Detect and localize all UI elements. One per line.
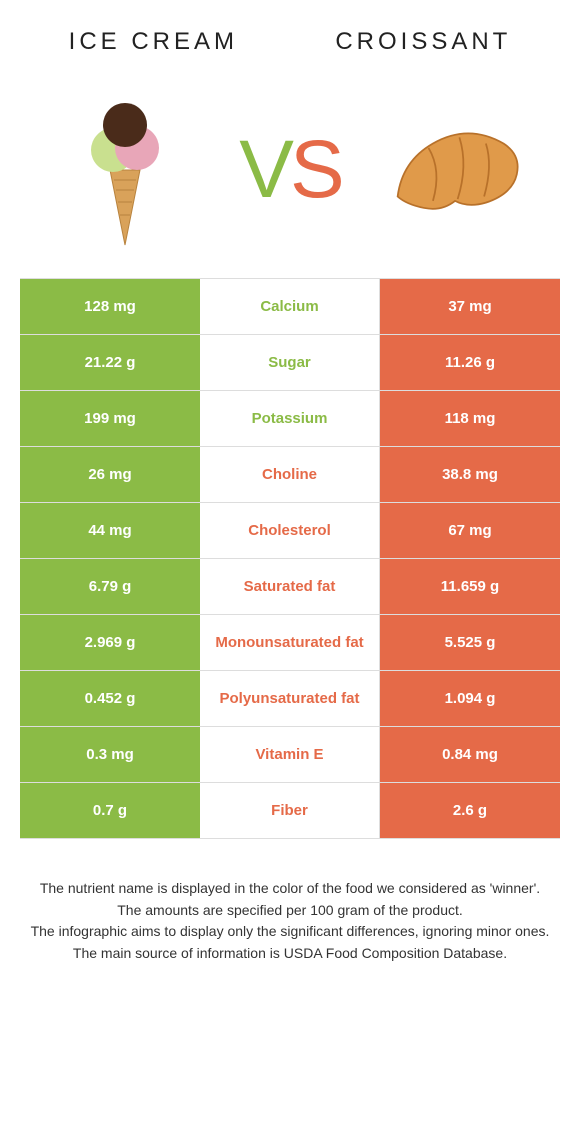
value-left: 2.969 g [20, 615, 200, 670]
vs-v: V [239, 124, 290, 215]
value-right: 37 mg [380, 279, 560, 334]
value-right: 11.26 g [380, 335, 560, 390]
vs-s: S [290, 124, 341, 215]
nutrient-label: Saturated fat [200, 559, 380, 614]
value-left: 128 mg [20, 279, 200, 334]
value-right: 11.659 g [380, 559, 560, 614]
footnote-line: The infographic aims to display only the… [30, 922, 550, 942]
value-left: 26 mg [20, 447, 200, 502]
footnote-line: The main source of information is USDA F… [30, 944, 550, 964]
vs-label: VS [239, 123, 340, 217]
value-right: 118 mg [380, 391, 560, 446]
croissant-icon [380, 90, 530, 250]
value-left: 6.79 g [20, 559, 200, 614]
value-left: 44 mg [20, 503, 200, 558]
footnote-line: The amounts are specified per 100 gram o… [30, 901, 550, 921]
value-left: 21.22 g [20, 335, 200, 390]
nutrient-row: 199 mgPotassium118 mg [20, 391, 560, 447]
value-right: 38.8 mg [380, 447, 560, 502]
value-left: 0.7 g [20, 783, 200, 838]
nutrient-row: 26 mgCholine38.8 mg [20, 447, 560, 503]
nutrient-row: 2.969 gMonounsaturated fat5.525 g [20, 615, 560, 671]
value-right: 0.84 mg [380, 727, 560, 782]
nutrient-row: 128 mgCalcium37 mg [20, 279, 560, 335]
nutrient-label: Cholesterol [200, 503, 380, 558]
nutrient-row: 44 mgCholesterol67 mg [20, 503, 560, 559]
value-right: 1.094 g [380, 671, 560, 726]
value-left: 199 mg [20, 391, 200, 446]
icecream-icon [50, 90, 200, 250]
nutrient-label: Monounsaturated fat [200, 615, 380, 670]
nutrient-row: 21.22 gSugar11.26 g [20, 335, 560, 391]
hero-row: VS [0, 70, 580, 278]
nutrient-row: 0.7 gFiber2.6 g [20, 783, 560, 839]
nutrient-row: 0.452 gPolyunsaturated fat1.094 g [20, 671, 560, 727]
value-right: 67 mg [380, 503, 560, 558]
title-left: Ice cream [69, 28, 238, 56]
footnote-line: The nutrient name is displayed in the co… [30, 879, 550, 899]
value-right: 5.525 g [380, 615, 560, 670]
value-left: 0.452 g [20, 671, 200, 726]
footnotes: The nutrient name is displayed in the co… [0, 839, 580, 985]
nutrient-table: 128 mgCalcium37 mg21.22 gSugar11.26 g199… [20, 278, 560, 839]
nutrient-label: Calcium [200, 279, 380, 334]
nutrient-row: 6.79 gSaturated fat11.659 g [20, 559, 560, 615]
header: Ice cream Croissant [0, 0, 580, 70]
nutrient-label: Polyunsaturated fat [200, 671, 380, 726]
nutrient-label: Fiber [200, 783, 380, 838]
value-right: 2.6 g [380, 783, 560, 838]
nutrient-row: 0.3 mgVitamin E0.84 mg [20, 727, 560, 783]
nutrient-label: Potassium [200, 391, 380, 446]
nutrient-label: Vitamin E [200, 727, 380, 782]
value-left: 0.3 mg [20, 727, 200, 782]
nutrient-label: Choline [200, 447, 380, 502]
nutrient-label: Sugar [200, 335, 380, 390]
title-right: Croissant [335, 28, 511, 56]
